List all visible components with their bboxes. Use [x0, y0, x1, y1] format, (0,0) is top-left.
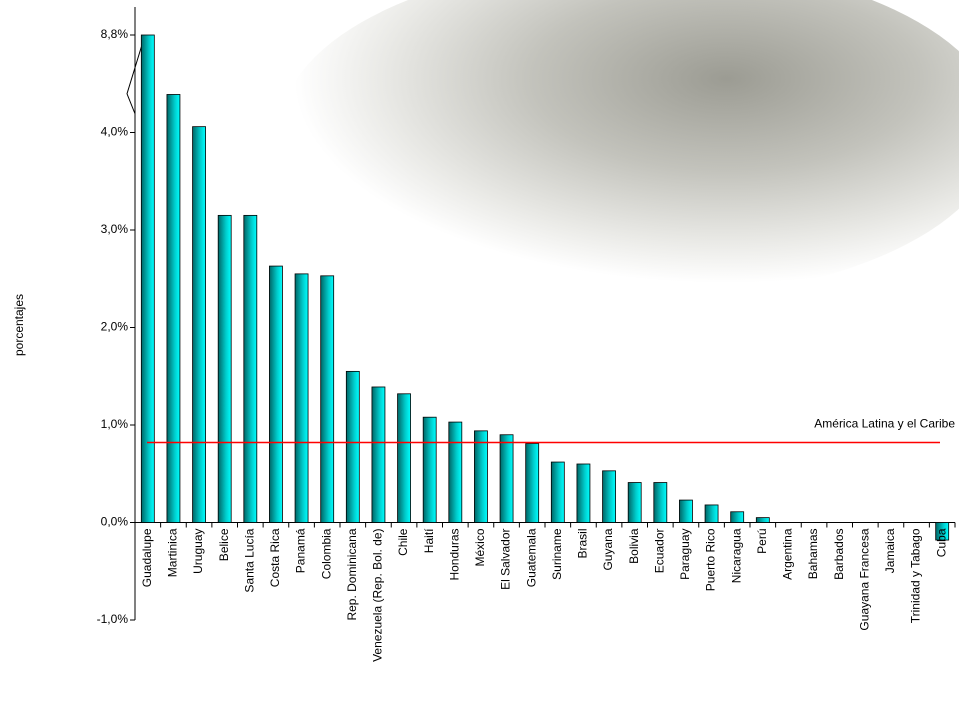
bar [679, 500, 692, 522]
x-tick-label: Cuba [934, 528, 948, 557]
x-tick-label: El Salvador [499, 529, 513, 590]
y-tick-label: -1,0% [97, 612, 129, 626]
bar [269, 266, 282, 522]
bar [449, 422, 462, 522]
bar [603, 471, 616, 523]
x-tick-label: Trinidad y Tabago [909, 528, 923, 623]
bar [295, 274, 308, 523]
bar [551, 462, 564, 522]
x-tick-label: Colombia [319, 528, 333, 579]
background-image [280, 0, 959, 300]
x-tick-label: Belice [217, 528, 231, 561]
x-tick-label: Rep. Dominicana [345, 528, 359, 620]
bar [346, 371, 359, 522]
bar [398, 394, 411, 523]
x-tick-label: Ecuador [652, 529, 666, 574]
x-tick-label: Panamá [294, 528, 308, 573]
x-tick-label: Bolivia [627, 528, 641, 564]
bar [756, 518, 769, 523]
y-tick-label: 8,8% [101, 27, 129, 41]
x-tick-label: Chile [396, 528, 410, 556]
x-tick-label: Bahamas [806, 529, 820, 580]
bar [500, 435, 513, 523]
bar [372, 387, 385, 523]
bar [731, 512, 744, 523]
bar [218, 215, 231, 522]
x-tick-label: Costa Rica [268, 528, 282, 587]
x-tick-label: Perú [755, 529, 769, 554]
x-tick-label: Venezuela (Rep. Bol. de) [371, 529, 385, 662]
x-tick-label: Uruguay [191, 529, 205, 574]
bar [141, 35, 154, 523]
x-tick-label: Paraguay [678, 529, 692, 580]
bar [423, 417, 436, 522]
x-tick-label: Martinica [166, 528, 180, 577]
x-tick-label: Haití [422, 528, 436, 553]
bar [705, 505, 718, 523]
x-tick-label: Honduras [447, 529, 461, 581]
bar [577, 464, 590, 523]
bar [193, 127, 206, 523]
y-tick-label: 3,0% [101, 222, 129, 236]
bar [244, 215, 257, 522]
bar [474, 431, 487, 523]
x-tick-label: Barbados [832, 529, 846, 580]
x-tick-label: Puerto Rico [704, 528, 718, 591]
bar [628, 483, 641, 523]
x-tick-label: Guayana Francesa [857, 528, 871, 630]
bar [654, 483, 667, 523]
y-tick-label: 1,0% [101, 417, 129, 431]
bar [526, 444, 539, 523]
y-tick-label: 2,0% [101, 320, 129, 334]
x-tick-label: Jamaica [883, 528, 897, 573]
x-tick-label: Suriname [550, 528, 564, 580]
x-tick-label: Argentina [781, 528, 795, 580]
y-tick-label: 4,0% [101, 125, 129, 139]
x-tick-label: Nicaragua [729, 528, 743, 583]
y-axis-label: porcentajes [12, 294, 26, 356]
x-tick-label: Santa Lucía [242, 528, 256, 592]
y-tick-label: 0,0% [101, 515, 129, 529]
x-tick-label: Guyana [601, 528, 615, 570]
bar [321, 276, 334, 523]
x-tick-label: Brasil [576, 529, 590, 559]
x-tick-label: Guatemala [524, 528, 538, 587]
chart: porcentajes -1,0% 0,0% 1,0% 2,0% 3,0% 4,0% 8,8… [0, 0, 959, 717]
bar [167, 94, 180, 522]
x-tick-label: México [473, 528, 487, 566]
x-tick-label: Guadalupe [140, 528, 154, 587]
reference-label: América Latina y el Caribe [814, 417, 955, 431]
